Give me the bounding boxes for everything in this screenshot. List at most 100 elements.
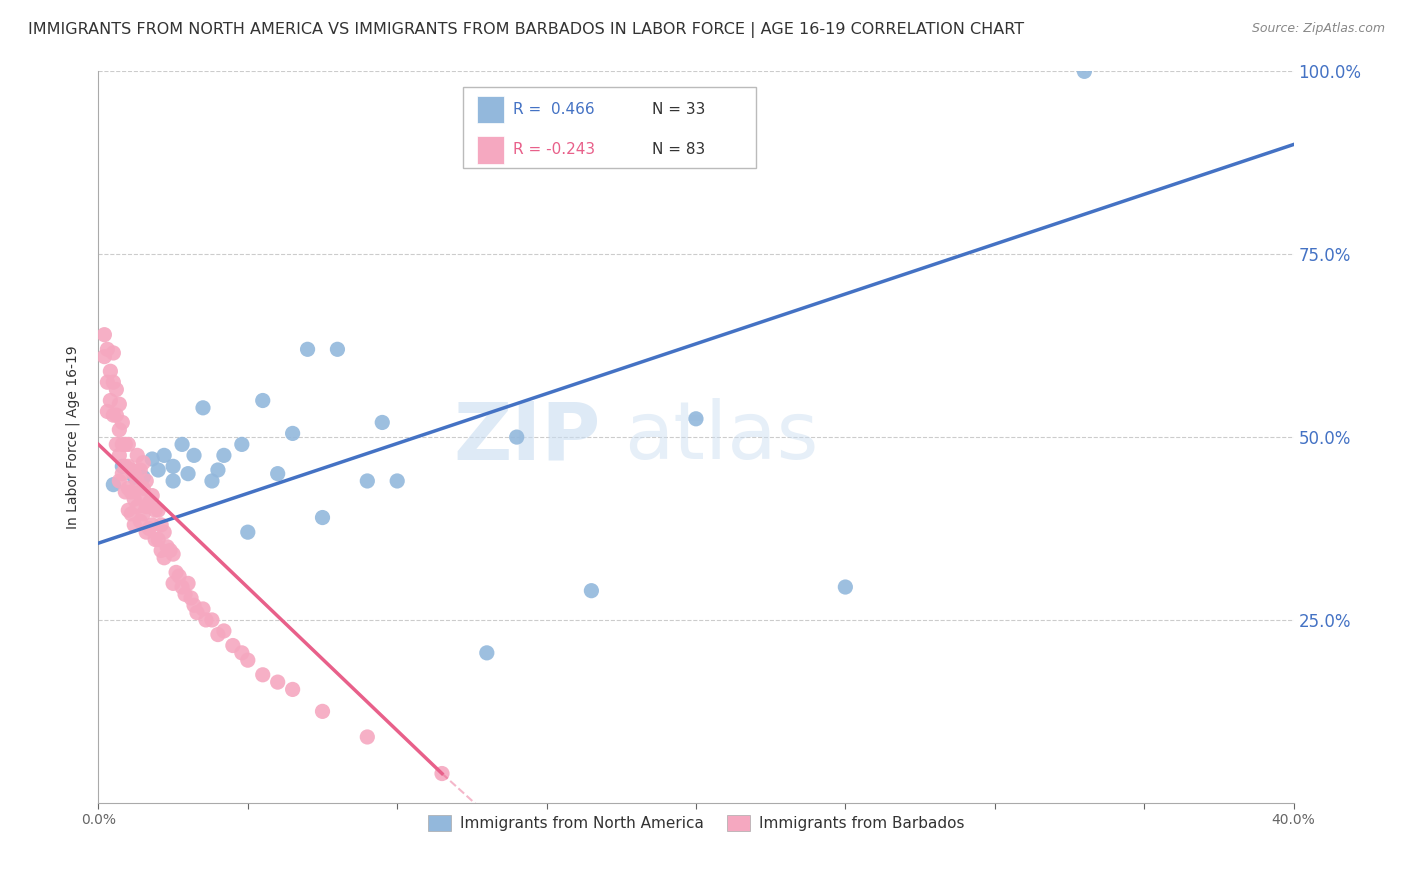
Point [311, 510, 333, 524]
Point [135, 474, 157, 488]
Point [201, 613, 224, 627]
Point [120, 507, 142, 521]
Point [174, 587, 197, 601]
Point [685, 412, 707, 426]
FancyBboxPatch shape [463, 87, 756, 168]
Y-axis label: In Labor Force | Age 16-19: In Labor Force | Age 16-19 [65, 345, 80, 529]
Text: R =  0.466: R = 0.466 [513, 102, 595, 117]
Point [105, 383, 128, 397]
Point [105, 437, 128, 451]
Point [212, 624, 235, 638]
Point [1073, 64, 1095, 78]
Point [153, 448, 176, 462]
Point [127, 500, 149, 514]
Point [129, 489, 152, 503]
Point [183, 599, 205, 613]
Bar [477, 136, 503, 164]
Point [148, 463, 170, 477]
Point [252, 667, 274, 681]
Point [506, 430, 529, 444]
Point [385, 474, 409, 488]
Point [326, 343, 349, 357]
Text: N = 83: N = 83 [652, 143, 704, 157]
Point [430, 766, 453, 780]
Point [153, 525, 176, 540]
Point [138, 496, 160, 510]
Point [96, 404, 118, 418]
Point [103, 346, 125, 360]
Point [231, 646, 253, 660]
Point [114, 485, 136, 500]
Point [93, 350, 115, 364]
Point [150, 543, 173, 558]
Point [127, 474, 149, 488]
Point [143, 503, 166, 517]
Point [132, 481, 155, 495]
Point [172, 437, 194, 451]
Point [111, 416, 134, 430]
Bar [477, 95, 503, 123]
Point [201, 474, 224, 488]
Point [159, 543, 181, 558]
Text: atlas: atlas [624, 398, 818, 476]
Point [156, 540, 179, 554]
Point [475, 646, 498, 660]
Point [108, 397, 131, 411]
Point [180, 591, 202, 605]
Point [111, 437, 134, 451]
Point [191, 401, 214, 415]
Legend: Immigrants from North America, Immigrants from Barbados: Immigrants from North America, Immigrant… [420, 808, 972, 839]
Text: R = -0.243: R = -0.243 [513, 143, 595, 157]
Point [212, 448, 235, 462]
Point [153, 550, 176, 565]
Point [236, 653, 259, 667]
Text: IMMIGRANTS FROM NORTH AMERICA VS IMMIGRANTS FROM BARBADOS IN LABOR FORCE | AGE 1: IMMIGRANTS FROM NORTH AMERICA VS IMMIGRA… [28, 22, 1024, 38]
Point [297, 343, 319, 357]
Point [222, 639, 245, 653]
Point [150, 517, 173, 532]
Point [117, 503, 139, 517]
Point [120, 463, 142, 477]
Point [195, 613, 218, 627]
Point [114, 437, 136, 451]
Point [135, 500, 157, 514]
Point [111, 459, 134, 474]
Point [127, 448, 149, 462]
Point [207, 627, 229, 641]
Point [141, 452, 163, 467]
Text: N = 33: N = 33 [652, 102, 706, 117]
Point [148, 533, 170, 547]
Point [186, 606, 208, 620]
Point [124, 470, 146, 484]
Point [129, 514, 152, 528]
Point [141, 489, 163, 503]
Point [93, 327, 115, 342]
Point [98, 393, 122, 408]
Point [96, 343, 118, 357]
Point [96, 376, 118, 390]
Point [252, 393, 274, 408]
Point [356, 730, 378, 744]
Point [581, 583, 603, 598]
Point [207, 463, 229, 477]
Point [371, 416, 394, 430]
Point [124, 492, 146, 507]
Point [267, 675, 290, 690]
Point [177, 467, 200, 481]
Point [117, 437, 139, 451]
Point [103, 408, 125, 422]
Point [165, 566, 187, 580]
Point [103, 376, 125, 390]
Point [311, 705, 333, 719]
Point [191, 602, 214, 616]
Point [135, 525, 157, 540]
Point [183, 448, 205, 462]
Point [162, 459, 184, 474]
Point [108, 474, 131, 488]
Point [120, 485, 142, 500]
Point [267, 467, 290, 481]
Point [141, 517, 163, 532]
Point [281, 682, 304, 697]
Text: Source: ZipAtlas.com: Source: ZipAtlas.com [1251, 22, 1385, 36]
Point [132, 456, 155, 470]
